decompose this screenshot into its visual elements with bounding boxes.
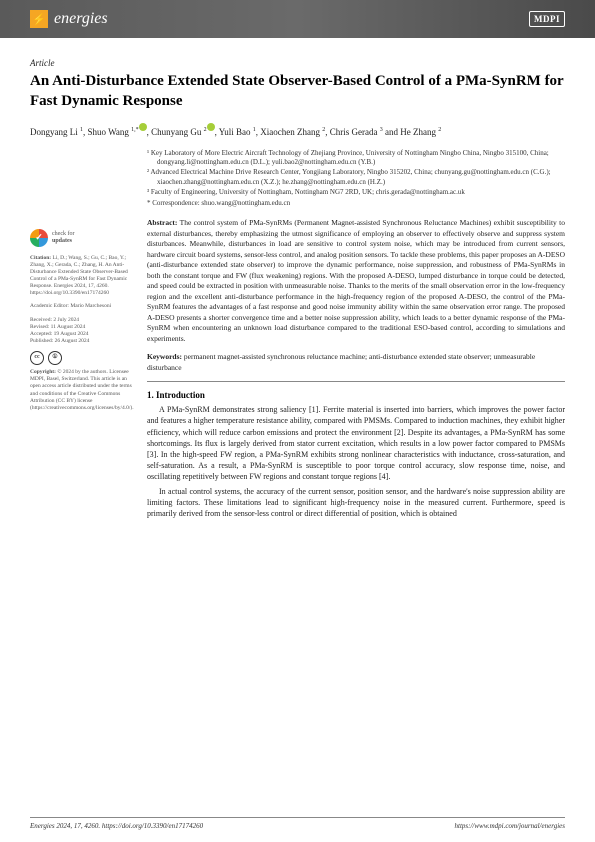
two-column-layout: check forupdates Citation: Li, D.; Wang,… <box>30 149 565 523</box>
check-updates-icon <box>30 229 48 247</box>
editor-block: Academic Editor: Mario Marchesoni <box>30 303 135 310</box>
copyright-label: Copyright: <box>30 369 56 375</box>
journal-name: energies <box>54 10 108 28</box>
copyright-text: © 2024 by the authors. Licensee MDPI, Ba… <box>30 369 134 411</box>
cc-icon: cc <box>30 351 44 365</box>
divider <box>147 381 565 382</box>
intro-para-2: In actual control systems, the accuracy … <box>147 486 565 520</box>
journal-icon: ⚡ <box>30 10 48 28</box>
article-type: Article <box>30 58 565 68</box>
intro-para-1: A PMa-SynRM demonstrates strong saliency… <box>147 404 565 482</box>
footer-right: https://www.mdpi.com/journal/energies <box>455 822 565 830</box>
abstract-label: Abstract: <box>147 218 177 227</box>
main-content: Article An Anti-Disturbance Extended Sta… <box>0 38 595 522</box>
revised-date: Revised: 11 August 2024 <box>30 324 135 331</box>
citation-text: Li, D.; Wang, S.; Gu, C.; Bao, Y.; Zhang… <box>30 255 128 297</box>
publisher-logo: MDPI <box>529 11 565 27</box>
cc-license-icons: cc ① <box>30 351 135 365</box>
abstract-text: The control system of PMa-SynRMs (Perman… <box>147 218 565 343</box>
abstract: Abstract: The control system of PMa-SynR… <box>147 218 565 344</box>
published-date: Published: 26 August 2024 <box>30 338 135 345</box>
affiliations: ¹ Key Laboratory of More Electric Aircra… <box>147 149 565 209</box>
date-block: Received: 2 July 2024 Revised: 11 August… <box>30 317 135 346</box>
intro-heading: 1. Introduction <box>147 390 565 400</box>
author-list: Dongyang Li 1, Shuo Wang 1,*, Chunyang G… <box>30 123 565 139</box>
citation-label: Citation: <box>30 255 51 261</box>
journal-logo: ⚡ energies <box>30 10 108 28</box>
received-date: Received: 2 July 2024 <box>30 317 135 324</box>
article-title: An Anti-Disturbance Extended State Obser… <box>30 72 565 111</box>
keywords-text: permanent magnet-assisted synchronous re… <box>147 352 535 372</box>
by-icon: ① <box>48 351 62 365</box>
accepted-date: Accepted: 19 August 2024 <box>30 331 135 338</box>
citation-block: Citation: Li, D.; Wang, S.; Gu, C.; Bao,… <box>30 255 135 298</box>
footer-left: Energies 2024, 17, 4260. https://doi.org… <box>30 822 203 830</box>
keywords-label: Keywords: <box>147 352 182 361</box>
copyright-block: Copyright: © 2024 by the authors. Licens… <box>30 369 135 412</box>
check-updates[interactable]: check forupdates <box>30 229 135 247</box>
page-footer: Energies 2024, 17, 4260. https://doi.org… <box>30 817 565 830</box>
header-bar: ⚡ energies MDPI <box>0 0 595 38</box>
main-column: ¹ Key Laboratory of More Electric Aircra… <box>147 149 565 523</box>
check-updates-label: check forupdates <box>52 231 75 244</box>
sidebar: check forupdates Citation: Li, D.; Wang,… <box>30 149 135 523</box>
keywords: Keywords: permanent magnet-assisted sync… <box>147 352 565 373</box>
